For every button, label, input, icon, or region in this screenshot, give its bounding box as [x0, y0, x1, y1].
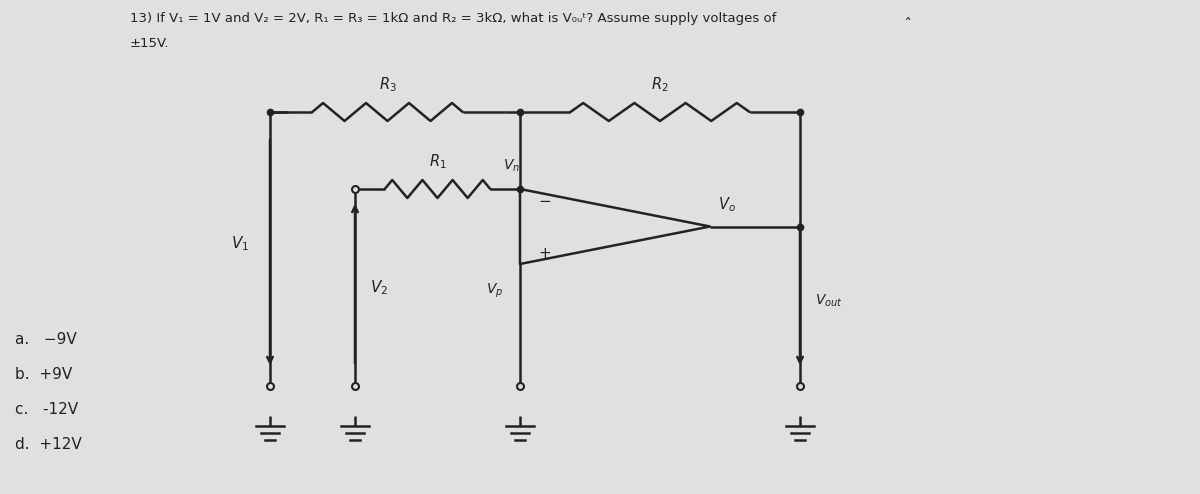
Text: $+$: $+$: [538, 247, 551, 261]
Text: a.   −9V: a. −9V: [14, 332, 77, 347]
Text: $-$: $-$: [538, 192, 551, 206]
Text: 13) If V₁ = 1V and V₂ = 2V, R₁ = R₃ = 1kΩ and R₂ = 3kΩ, what is V₀ᵤᵗ? Assume sup: 13) If V₁ = 1V and V₂ = 2V, R₁ = R₃ = 1k…: [130, 12, 776, 25]
Text: b.  +9V: b. +9V: [14, 367, 72, 382]
Text: c.   -12V: c. -12V: [14, 402, 78, 417]
Text: $V_2$: $V_2$: [370, 278, 388, 297]
Text: $V_p$: $V_p$: [486, 282, 504, 300]
Text: ±15V.: ±15V.: [130, 37, 169, 50]
Text: $V_o$: $V_o$: [718, 196, 736, 214]
Text: $\hat{}$: $\hat{}$: [905, 10, 912, 25]
Text: $V_{out}$: $V_{out}$: [815, 293, 842, 309]
Text: $V_1$: $V_1$: [230, 235, 250, 253]
Text: $R_1$: $R_1$: [428, 152, 446, 171]
Text: $V_n$: $V_n$: [504, 158, 521, 174]
Text: $R_2$: $R_2$: [652, 75, 668, 94]
Text: $R_3$: $R_3$: [379, 75, 396, 94]
Text: d.  +12V: d. +12V: [14, 437, 82, 452]
